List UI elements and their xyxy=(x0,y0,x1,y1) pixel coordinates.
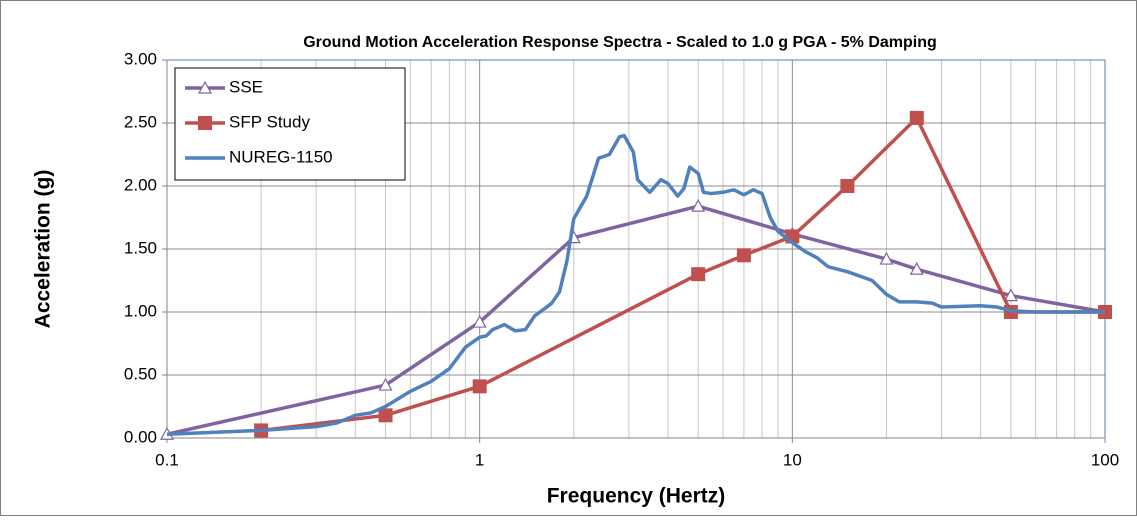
marker-triangle xyxy=(691,198,706,212)
marker-triangle xyxy=(1003,288,1018,302)
y-tick-label: 3.00 xyxy=(124,49,157,68)
x-tick-label: 0.1 xyxy=(155,450,179,469)
marker-square xyxy=(909,110,924,125)
legend-marker xyxy=(198,116,212,130)
series-line xyxy=(166,204,1106,436)
chart-title: Ground Motion Acceleration Response Spec… xyxy=(303,34,937,51)
marker-triangle xyxy=(909,261,924,275)
y-tick-label: 1.00 xyxy=(124,301,157,320)
y-tick-label: 2.00 xyxy=(124,175,157,194)
marker-square xyxy=(840,179,855,193)
y-tick-label: 0.00 xyxy=(124,427,157,446)
x-tick-label: 1 xyxy=(475,450,484,469)
y-tick-label: 1.50 xyxy=(124,238,157,257)
series-line xyxy=(166,133,1105,436)
marker-square xyxy=(472,379,487,394)
legend-marker xyxy=(197,80,213,94)
marker-triangle xyxy=(378,377,393,391)
legend-label: SSE xyxy=(229,77,263,96)
marker-square xyxy=(378,408,393,423)
y-tick-label: 2.50 xyxy=(124,112,157,131)
marker-square xyxy=(691,267,706,282)
y-axis-label: Acceleration (g) xyxy=(32,170,55,329)
marker-square xyxy=(736,248,751,263)
x-tick-label: 10 xyxy=(783,450,802,469)
series-line xyxy=(260,116,1105,433)
marker-triangle xyxy=(472,314,487,328)
marker-triangle xyxy=(879,251,894,265)
legend-label: NUREG-1150 xyxy=(229,147,333,166)
x-tick-label: 100 xyxy=(1091,450,1119,469)
x-axis-label: Frequency (Hertz) xyxy=(547,485,726,508)
legend-label: SFP Study xyxy=(229,112,310,131)
y-tick-label: 0.50 xyxy=(124,364,157,383)
